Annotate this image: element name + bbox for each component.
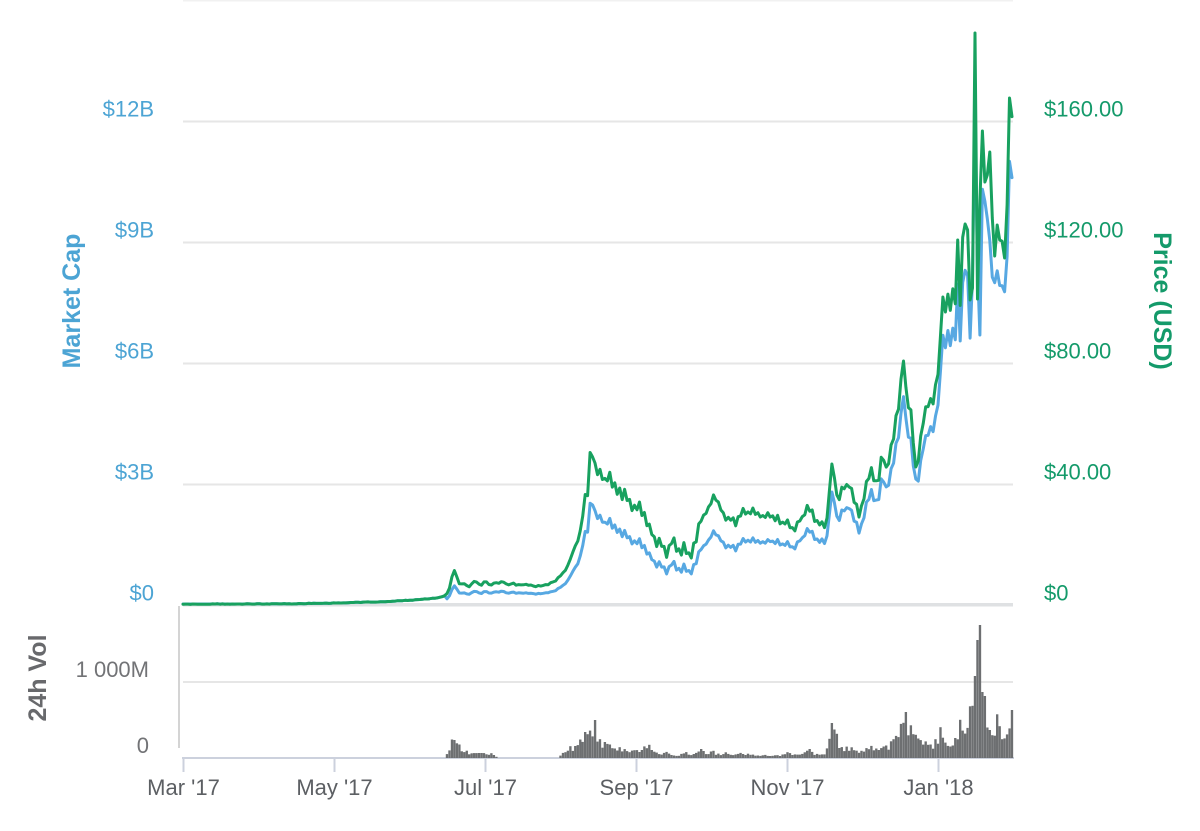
svg-text:Sep '17: Sep '17: [600, 775, 674, 800]
svg-text:$120.00: $120.00: [1044, 218, 1124, 243]
svg-text:Jul '17: Jul '17: [454, 775, 517, 800]
svg-text:0: 0: [137, 733, 149, 758]
svg-text:$0: $0: [1044, 581, 1068, 606]
svg-text:May '17: May '17: [296, 775, 372, 800]
svg-text:$160.00: $160.00: [1044, 97, 1124, 122]
svg-text:$12B: $12B: [103, 97, 154, 122]
svg-text:Price (USD): Price (USD): [1148, 232, 1176, 370]
svg-text:$0: $0: [130, 581, 154, 606]
svg-text:$80.00: $80.00: [1044, 339, 1111, 364]
svg-text:$3B: $3B: [115, 460, 154, 485]
svg-text:$6B: $6B: [115, 339, 154, 364]
svg-text:$40.00: $40.00: [1044, 460, 1111, 485]
svg-text:24h Vol: 24h Vol: [24, 634, 52, 721]
svg-text:$9B: $9B: [115, 218, 154, 243]
svg-text:Jan '18: Jan '18: [903, 775, 973, 800]
svg-text:Mar '17: Mar '17: [147, 775, 220, 800]
svg-text:Nov '17: Nov '17: [751, 775, 825, 800]
svg-text:Market Cap: Market Cap: [58, 234, 86, 369]
svg-text:1 000M: 1 000M: [76, 657, 149, 682]
